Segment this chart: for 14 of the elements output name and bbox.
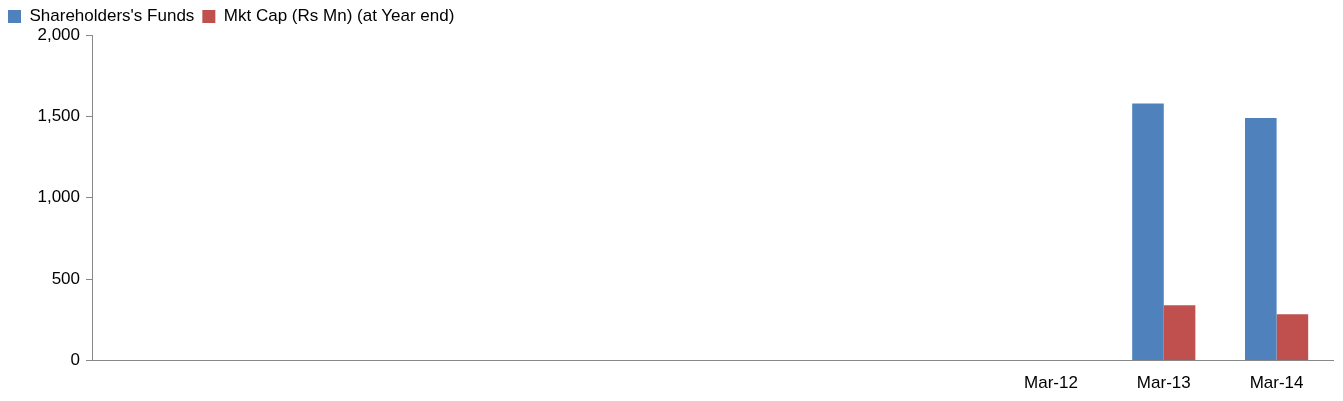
x-tick-label: Mar-12 <box>1024 373 1078 393</box>
x-tick-label: Mar-14 <box>1249 373 1304 393</box>
x-tick-label: Mar-13 <box>1136 373 1191 393</box>
legend-label: Mkt Cap (Rs Mn) (at Year end) <box>223 6 455 26</box>
bar <box>1132 103 1164 361</box>
bar <box>1163 305 1196 361</box>
y-tick-label: 0 <box>70 350 80 370</box>
legend-label: Shareholders's Funds <box>29 6 195 26</box>
y-tick-label: 1,000 <box>37 187 80 207</box>
y-tick-label: 2,000 <box>37 24 80 44</box>
y-tick-label: 500 <box>51 268 80 288</box>
y-tick-label: 1,500 <box>37 106 80 126</box>
bar <box>1276 314 1309 361</box>
bar <box>1245 118 1277 361</box>
